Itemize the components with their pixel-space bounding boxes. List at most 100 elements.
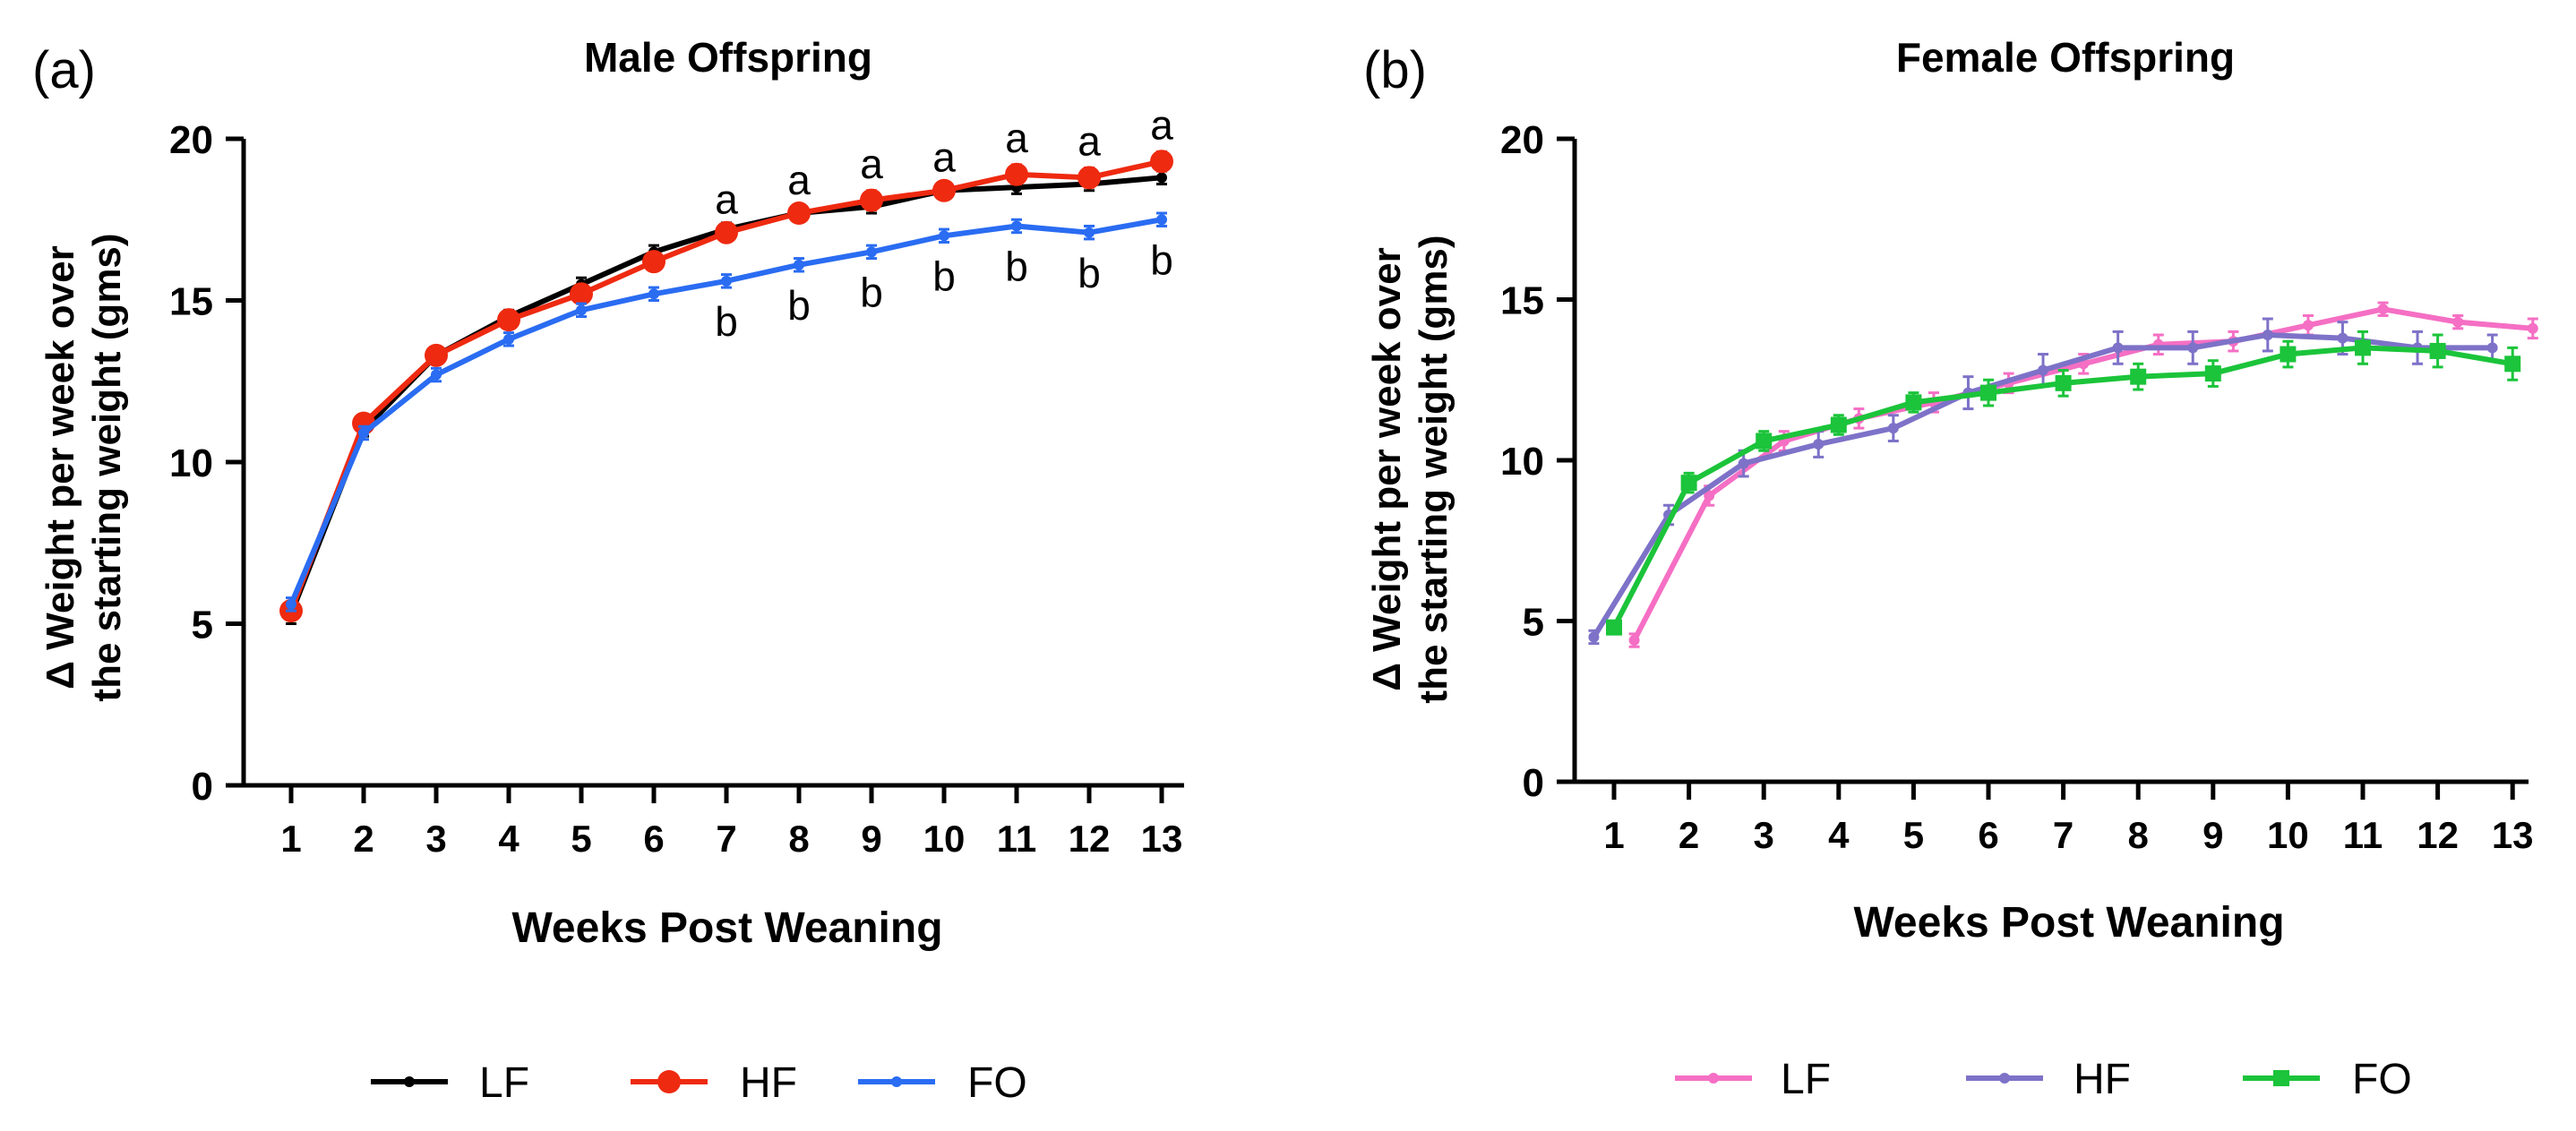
significance-a: a [715, 176, 738, 222]
data-point [503, 333, 514, 345]
y-tick-label: 10 [169, 441, 213, 485]
legend-label: HF [2074, 1056, 2131, 1103]
data-point [1738, 458, 1749, 469]
data-point [1813, 439, 1825, 450]
data-point [1704, 490, 1715, 501]
x-tick-label: 13 [1141, 818, 1183, 860]
legend-item-hf: HF [1966, 1056, 2131, 1103]
data-point [866, 246, 877, 258]
data-point [497, 308, 520, 332]
legend-marker [404, 1076, 415, 1087]
legend-marker [891, 1076, 902, 1087]
data-point [642, 250, 665, 274]
panel-b-ylabel-line1: Δ Weight per week over [1365, 247, 1409, 690]
data-point [1980, 384, 1996, 401]
panel-b-ylabel-line2: the starting weight (gms) [1412, 235, 1455, 703]
x-tick-label: 10 [2267, 814, 2309, 856]
series-lf [1628, 301, 2538, 648]
data-point [2486, 342, 2498, 354]
significance-a: a [1150, 101, 1173, 148]
x-tick-label: 5 [1903, 814, 1924, 856]
data-point [358, 427, 369, 439]
x-tick-label: 3 [425, 818, 446, 860]
x-tick-label: 12 [1069, 818, 1111, 860]
significance-a: a [860, 141, 883, 187]
x-tick-label: 10 [923, 818, 966, 860]
data-point [1588, 631, 1600, 643]
data-point [721, 275, 732, 287]
x-tick-label: 3 [1754, 814, 1774, 856]
data-point [1084, 227, 1095, 238]
data-point [570, 282, 593, 306]
x-tick-label: 13 [2492, 814, 2534, 856]
x-tick-label: 8 [788, 818, 809, 860]
y-tick-label: 15 [169, 280, 213, 324]
data-point [286, 598, 296, 610]
significance-b: b [1150, 236, 1173, 283]
data-point [2262, 329, 2273, 340]
significance-b: b [1005, 244, 1028, 290]
legend-item-fo: FO [858, 1059, 1027, 1107]
data-point [939, 230, 949, 242]
x-tick-label: 7 [716, 818, 736, 860]
series-hf [279, 150, 1173, 623]
x-tick-label: 4 [1828, 814, 1850, 856]
legend-marker [1708, 1073, 1719, 1084]
series-fo [286, 211, 1167, 613]
y-tick-label: 0 [192, 765, 213, 809]
panel-b-label: (b) [1363, 41, 1427, 99]
series-hf [1588, 317, 2498, 646]
data-point [1156, 214, 1167, 226]
data-point [1005, 162, 1028, 186]
data-point [576, 304, 587, 316]
significance-a: a [1078, 117, 1101, 164]
x-tick-label: 11 [2343, 814, 2383, 856]
y-tick-label: 20 [1500, 118, 1544, 162]
significance-a: a [1005, 115, 1028, 161]
data-point [1078, 166, 1101, 190]
legend-label: FO [967, 1059, 1027, 1107]
data-point [787, 201, 811, 226]
panel-a-xlabel: Weeks Post Weaning [511, 904, 942, 952]
legend-item-lf: LF [371, 1059, 529, 1107]
legend-marker [2273, 1070, 2289, 1086]
data-point [1628, 635, 1640, 647]
data-point [2112, 342, 2124, 354]
data-point [2429, 342, 2446, 359]
significance-b: b [715, 298, 738, 345]
panel-a-label: (a) [32, 41, 96, 99]
legend-label: HF [740, 1059, 797, 1107]
data-point [2204, 365, 2221, 382]
x-tick-label: 11 [997, 818, 1036, 860]
data-point [1606, 619, 1622, 636]
legend-item-lf: LF [1675, 1056, 1831, 1103]
panel-a-ylabel-line2: the starting weight (gms) [85, 233, 129, 701]
y-tick-label: 15 [1500, 279, 1544, 323]
data-point [425, 343, 448, 367]
x-tick-label: 5 [571, 818, 591, 860]
significance-b: b [932, 253, 956, 300]
data-point [1887, 423, 1899, 434]
x-tick-label: 2 [353, 818, 374, 860]
panel-b-xlabel: Weeks Post Weaning [1853, 899, 2284, 947]
data-point [2504, 356, 2521, 373]
x-tick-label: 8 [2128, 814, 2149, 856]
y-tick-label: 5 [1523, 601, 1544, 645]
panel-b-title: Female Offspring [1896, 34, 2235, 81]
data-point [2280, 346, 2297, 363]
x-tick-label: 4 [498, 818, 519, 860]
data-point [1156, 172, 1167, 184]
panel-a-ylabel-line1: Δ Weight per week over [39, 245, 82, 689]
y-tick-label: 0 [1523, 761, 1544, 805]
data-point [431, 369, 442, 381]
data-point [1680, 475, 1697, 492]
data-point [1905, 394, 1922, 411]
legend-item-fo: FO [2243, 1056, 2412, 1103]
legend-label: FO [2352, 1056, 2412, 1103]
x-tick-label: 12 [2417, 814, 2459, 856]
data-point [2527, 322, 2538, 334]
x-tick-label: 6 [1978, 814, 1998, 856]
